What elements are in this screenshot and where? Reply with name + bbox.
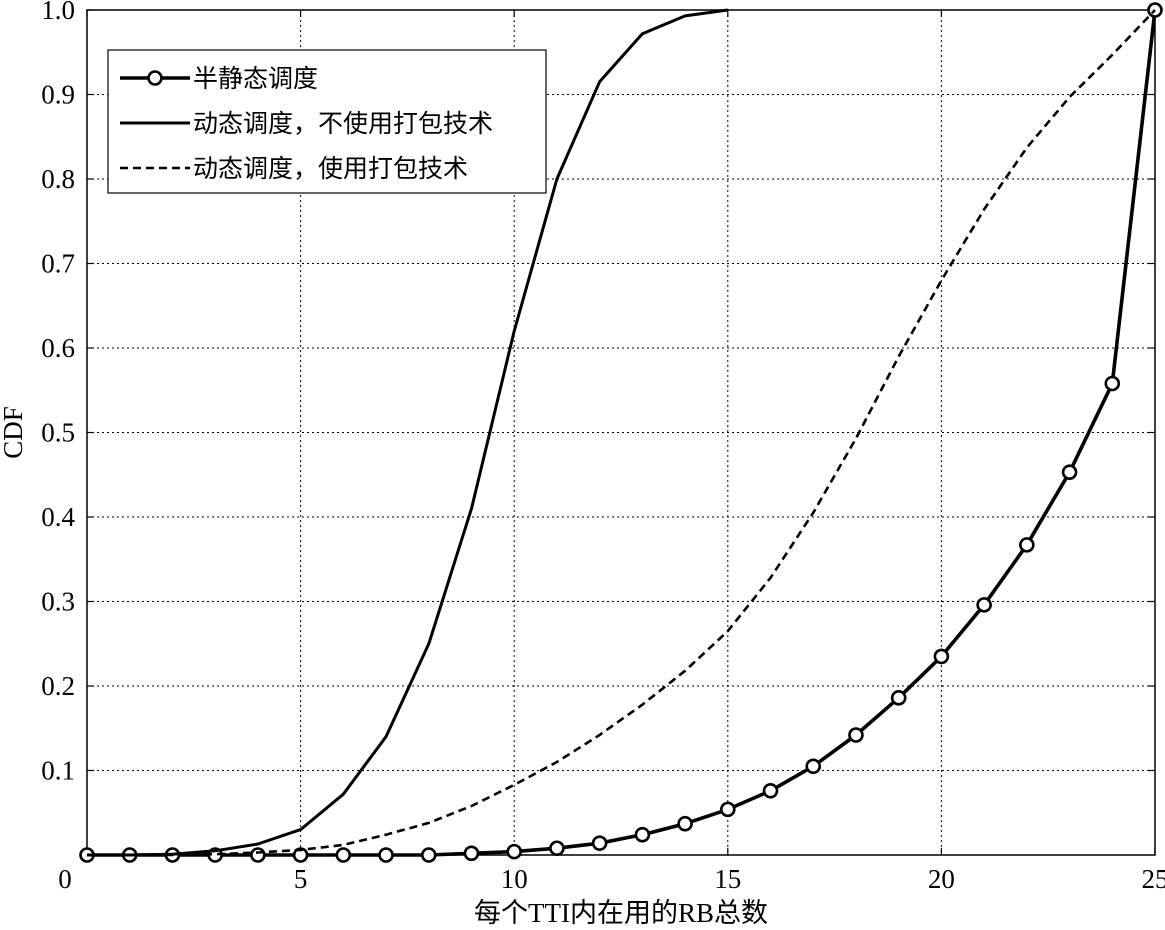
legend-label: 半静态调度	[193, 64, 318, 93]
series-1	[87, 8, 729, 857]
y-tick-label: 0.5	[41, 418, 75, 448]
data-point-marker	[591, 835, 608, 851]
legend-item-1: 动态调度，不使用打包技术	[120, 109, 493, 138]
axis-ticks: 0 5 10 15 20 25 0.1 0.2 0.3 0.4 0.5 0.6 0.7 0.8 0.9 1.0	[41, 0, 1165, 894]
y-tick-label: 0.1	[41, 756, 75, 786]
y-tick-label: 0.8	[41, 164, 75, 194]
data-point-marker	[890, 690, 907, 706]
legend-label: 动态调度，不使用打包技术	[193, 109, 493, 138]
data-point-marker	[250, 847, 266, 863]
data-point-marker	[933, 648, 950, 665]
series-line	[87, 8, 729, 857]
x-tick-label: 5	[294, 864, 308, 894]
data-point-marker	[634, 826, 651, 843]
y-tick-label: 0.3	[41, 587, 75, 617]
data-point-marker	[506, 843, 523, 860]
legend-label: 动态调度，使用打包技术	[193, 154, 468, 183]
data-point-marker	[1061, 464, 1078, 481]
y-tick-label: 0.9	[41, 80, 75, 110]
y-tick-label: 0.7	[41, 249, 75, 279]
data-point-marker	[976, 597, 992, 613]
data-point-marker	[549, 840, 565, 857]
data-point-marker	[335, 847, 352, 863]
legend-marker	[147, 70, 163, 86]
x-tick-label: 0	[58, 864, 72, 894]
data-point-marker	[848, 727, 864, 743]
series-2	[87, 9, 1156, 857]
data-point-marker	[762, 782, 779, 799]
data-point-marker	[463, 845, 480, 862]
data-point-marker	[420, 847, 437, 863]
legend-item-0: 半静态调度	[120, 64, 318, 93]
data-point-marker	[1104, 375, 1121, 392]
series-layer	[79, 2, 1163, 863]
data-point-marker	[1019, 537, 1035, 553]
x-tick-label: 10	[501, 864, 528, 894]
legend-item-2: 动态调度，使用打包技术	[120, 154, 468, 183]
y-axis-label: CDF	[0, 406, 28, 459]
x-tick-label: 15	[714, 864, 741, 894]
data-point-marker	[805, 758, 822, 775]
y-tick-label: 0.4	[41, 502, 75, 532]
y-tick-label: 0.2	[41, 671, 75, 701]
x-axis-label: 每个TTI内在用的RB总数	[474, 898, 768, 928]
series-line	[87, 9, 1156, 857]
x-tick-label: 25	[1142, 864, 1165, 894]
data-point-marker	[378, 847, 394, 863]
data-point-marker	[292, 847, 309, 863]
data-point-marker	[677, 815, 693, 832]
y-tick-label: 1.0	[41, 0, 75, 25]
y-tick-label: 0.6	[41, 333, 75, 363]
series-0	[79, 2, 1163, 863]
x-tick-label: 20	[928, 864, 955, 894]
data-point-marker	[719, 801, 736, 818]
